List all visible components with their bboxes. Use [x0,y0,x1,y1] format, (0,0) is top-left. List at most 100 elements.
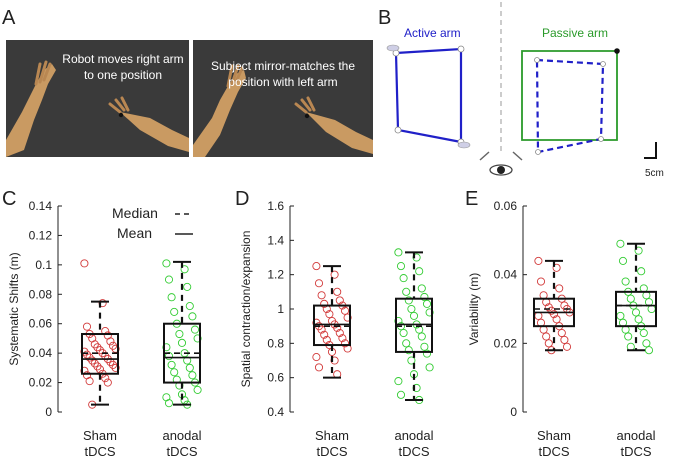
data-point [402,287,411,296]
data-point [407,304,416,314]
data-point [106,337,115,346]
data-point [111,344,120,353]
data-point [631,308,641,317]
data-point [637,267,646,276]
caption-right-line-1: Subject mirror-matches the [211,59,355,73]
data-point [190,325,200,334]
data-point [333,287,342,296]
data-point [555,284,564,293]
y-tick-label: 0.08 [29,287,53,301]
data-point [536,277,546,286]
legend-mean-label: Mean [117,225,152,241]
data-point [325,310,334,319]
data-point [180,265,189,274]
data-point [185,363,194,372]
data-point [544,339,553,348]
x-category-label: tDCS [398,444,429,456]
y-tick-label: 0.04 [29,346,53,360]
x-category-label: Sham [537,428,571,443]
data-point [90,340,99,349]
data-point [108,341,118,350]
y-tick-label: 0.14 [29,199,53,213]
data-point [188,312,197,321]
data-point [340,339,350,348]
data-point [320,299,329,308]
right-arm-illustration [6,60,56,157]
data-point [621,277,630,286]
panel-letter-d: D [235,188,249,210]
data-point [399,274,408,283]
data-point [183,282,192,291]
legend: Median Mean [112,205,193,241]
data-point [80,347,89,356]
mirror-arm-illustration [193,64,246,157]
y-tick-label: 0.12 [29,228,53,242]
data-point [330,270,339,279]
data-point [167,293,176,302]
legend-median-label: Median [112,205,158,221]
data-point [626,294,635,303]
data-point [560,335,569,344]
data-point [562,342,572,351]
data-point [634,315,643,324]
y-tick-label: 0.8 [267,336,284,350]
y-tick-label: 1.6 [267,199,284,213]
y-tick-label: 0.6 [267,371,284,385]
panel-letter-b: B [378,7,391,29]
data-point [111,363,120,372]
data-point [407,356,416,365]
data-point [320,330,329,339]
data-point [175,329,184,339]
data-point [557,328,566,338]
data-point [404,346,413,355]
data-point [170,307,179,316]
data-point [534,311,543,320]
caption-right-line-2: position with left arm [228,75,337,89]
data-point [164,275,174,284]
data-point [162,343,171,352]
data-point [394,248,403,257]
panel-a-photo-left: Robot moves right arm to one position [6,40,189,157]
data-point [317,325,326,334]
y-tick-label: 0.02 [494,336,518,350]
data-point [420,342,429,351]
passive-arm-workspace [521,48,620,155]
data-point [425,308,434,317]
x-category-label: tDCS [316,444,347,456]
eye-icon [479,151,523,176]
data-point [618,256,628,265]
data-point [644,298,654,307]
data-point [85,377,94,386]
data-point [82,322,92,331]
data-point [93,362,102,371]
scale-bar-label: 5cm [645,168,664,179]
chart-d: 0.4 0.6 0.8 1 1.2 1.4 1.6 Spatial contraction/e… [239,199,434,456]
y-tick-label: 0.06 [29,317,53,331]
box [615,290,657,328]
data-point [162,259,171,268]
passive-arm-label: Passive arm [542,26,608,40]
data-point [322,335,331,344]
data-point [639,328,648,338]
chart-c: 0 0.02 0.04 0.06 0.08 0.1 0.12 0.14 Systematic S… [7,199,202,456]
data-point [80,259,89,268]
data-point [314,279,324,288]
data-point [552,315,561,324]
data-point [422,349,432,358]
data-point [108,360,118,369]
y-axis-label: Systematic Shifts (m) [7,252,21,365]
data-point [343,313,352,322]
x-category-label: anodal [394,428,433,443]
x-category-label: anodal [162,428,201,443]
data-point [396,390,406,399]
data-point [644,346,654,355]
data-point [312,262,321,271]
data-point [167,360,176,369]
data-point [616,311,625,320]
data-point [624,332,633,341]
data-point [335,328,344,338]
data-point [82,350,92,359]
active-arm-label: Active arm [404,26,461,40]
x-category-label: tDCS [166,444,197,456]
